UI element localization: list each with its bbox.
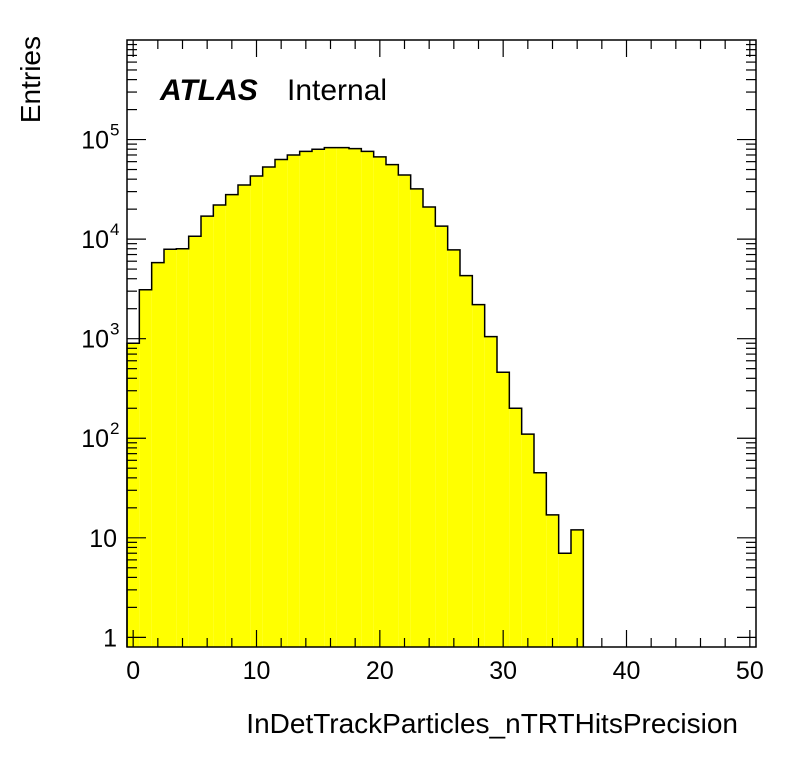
- histogram-bar: [238, 184, 251, 647]
- x-tick-label: 40: [613, 657, 641, 685]
- histogram-bar: [262, 167, 275, 647]
- histogram-bar: [571, 529, 584, 647]
- histogram-bar: [521, 434, 534, 647]
- histogram-bar: [423, 207, 436, 648]
- y-tick-exponent: 2: [110, 419, 119, 438]
- y-tick-label: 10: [81, 127, 109, 155]
- histogram-bar: [484, 336, 497, 647]
- x-axis-tick-labels: 0 10 20 30 40 50: [126, 657, 764, 685]
- histogram-bar: [213, 205, 226, 647]
- histogram-bar: [188, 236, 201, 648]
- y-tick-label: 1: [103, 624, 117, 652]
- x-tick-label: 20: [366, 657, 394, 685]
- histogram-bar: [361, 151, 374, 647]
- histogram-bar: [472, 304, 485, 647]
- histogram-bar: [546, 514, 559, 647]
- histogram-outline: [126, 146, 585, 647]
- histogram-bar: [275, 159, 288, 647]
- histogram-bar: [534, 472, 547, 647]
- histogram-bar: [287, 154, 300, 647]
- x-tick-label: 30: [489, 657, 517, 685]
- histogram-bar: [497, 372, 510, 647]
- x-axis-title: InDetTrackParticles_nTRTHitsPrecision: [246, 708, 738, 739]
- x-tick-label: 0: [126, 657, 140, 685]
- y-axis-title: Entries: [15, 36, 46, 123]
- histogram-bar: [447, 249, 460, 647]
- y-tick-label: 10: [81, 326, 109, 354]
- histogram-bar: [460, 275, 473, 647]
- histogram-bar: [410, 188, 423, 648]
- y-tick-label: 10: [89, 525, 117, 553]
- histogram-bar: [176, 248, 189, 647]
- histogram-bar: [139, 289, 152, 647]
- y-tick-exponent: 4: [110, 220, 119, 239]
- histogram-bar: [509, 408, 522, 647]
- histogram-bar: [151, 262, 164, 647]
- y-tick-label: 10: [81, 425, 109, 453]
- histogram-bar: [336, 147, 349, 647]
- histogram-bar: [312, 149, 325, 648]
- histogram-bar: [201, 216, 214, 647]
- y-tick-label: 10: [81, 226, 109, 254]
- histogram-bar: [324, 147, 337, 647]
- x-tick-label: 50: [736, 657, 764, 685]
- y-tick-exponent: 3: [110, 320, 119, 339]
- histogram-bar: [299, 151, 312, 647]
- histogram-bar: [435, 226, 448, 647]
- y-tick-exponent: 5: [110, 121, 119, 140]
- histogram-bar: [225, 194, 238, 647]
- histogram-bar: [386, 164, 399, 648]
- histogram-bar: [250, 176, 263, 648]
- histogram-bar: [398, 175, 411, 648]
- atlas-label: ATLAS: [159, 74, 258, 107]
- internal-label: Internal: [287, 74, 387, 107]
- x-axis-ticks: [132, 40, 751, 647]
- x-tick-label: 10: [243, 657, 271, 685]
- histogram-bar: [558, 553, 571, 647]
- histogram-bar: [127, 343, 140, 647]
- y-axis-ticks: [127, 43, 756, 638]
- histogram-bar: [373, 156, 386, 647]
- histogram-bars: [127, 147, 584, 648]
- histogram-bar: [349, 148, 362, 647]
- histogram-bar: [164, 249, 177, 647]
